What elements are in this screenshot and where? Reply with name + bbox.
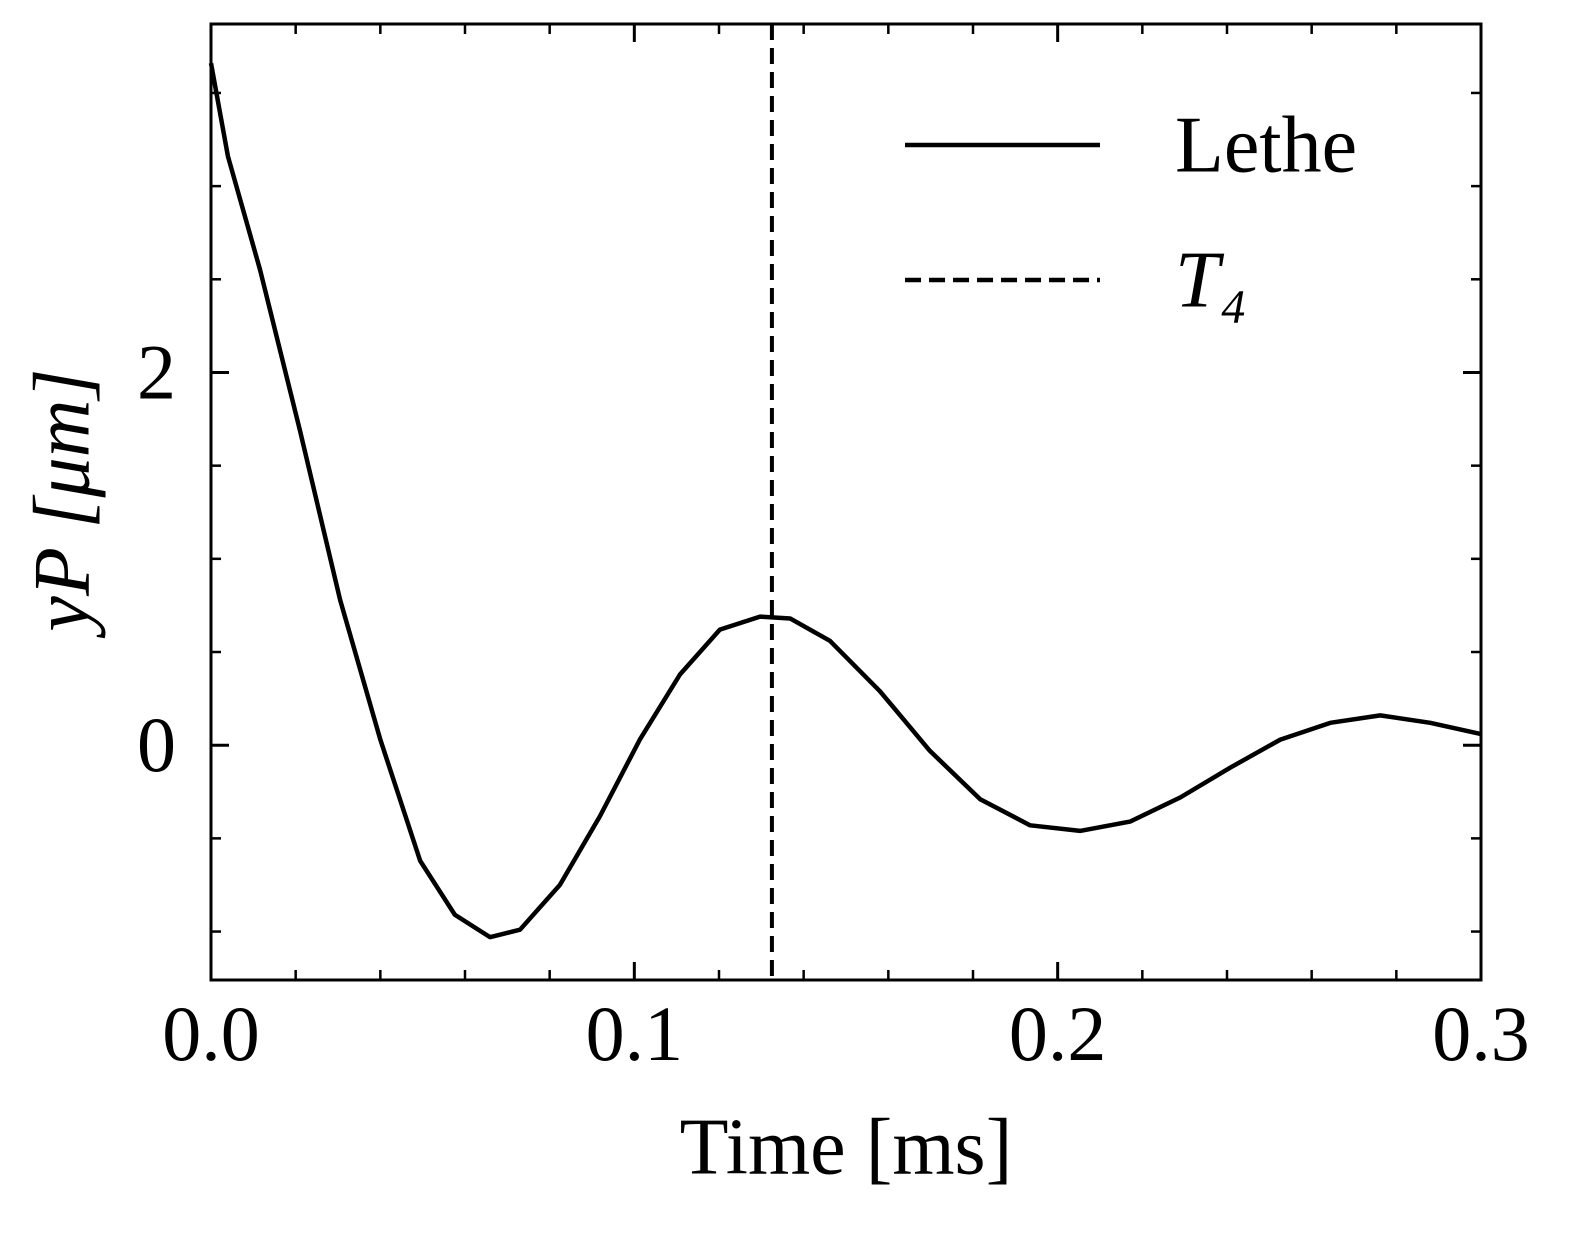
data-line [208,62,1482,940]
legend-label: T₄ [1175,236,1247,324]
x-tick-label: 0.3 [1432,990,1530,1077]
y-tick-label: 2 [137,328,176,415]
plot-frame [209,22,1483,982]
x-axis-label: Time [ms] [680,1103,1013,1191]
x-tick-label: 0.0 [162,990,260,1077]
x-tick-label: 0.1 [586,990,684,1077]
y-axis-label: yP [μm] [18,368,106,638]
x-tick-label: 0.2 [1009,990,1107,1077]
legend-label: Lethe [1175,101,1357,189]
y-tick-label: 0 [137,701,176,788]
